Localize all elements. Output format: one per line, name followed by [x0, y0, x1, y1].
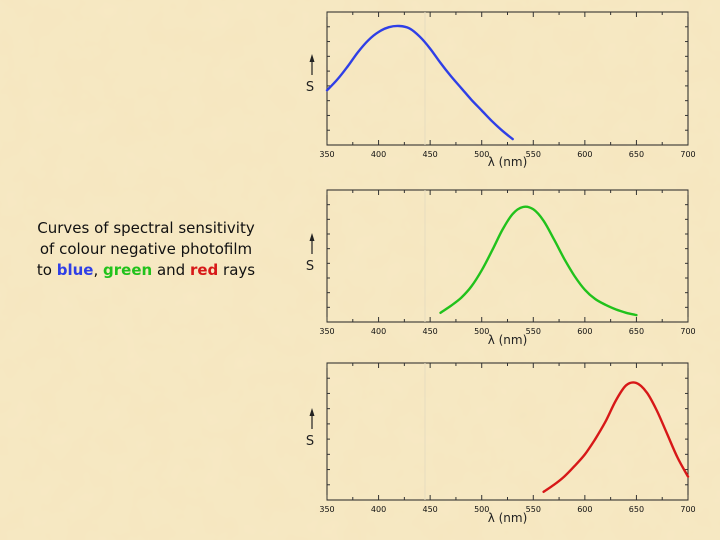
y-axis-label: S — [306, 434, 314, 449]
chart-2: 350 400 450 500 550 600 650 700 λ (nm) S — [306, 189, 696, 347]
caption-word-green: green — [103, 261, 153, 279]
caption-word-blue: blue — [56, 261, 94, 279]
plot-frame — [326, 11, 689, 146]
series-line-red — [542, 381, 690, 493]
x-tick-label: 550 — [526, 327, 541, 336]
series-line-blue — [325, 24, 514, 141]
caption-sep-1: , — [93, 261, 104, 279]
y-axis-arrow-icon — [309, 408, 315, 416]
chart-3: 350 400 450 500 550 600 650 700 λ (nm) S — [306, 362, 696, 525]
x-tick-label: 350 — [319, 150, 334, 159]
x-tick-label: 400 — [371, 327, 386, 336]
x-axis-label: λ (nm) — [488, 155, 528, 169]
x-tick-label: 400 — [371, 505, 386, 514]
x-tick-label: 600 — [577, 505, 592, 514]
x-tick-label: 350 — [319, 505, 334, 514]
x-tick-label: 400 — [371, 150, 386, 159]
x-tick-label: 550 — [526, 505, 541, 514]
caption-line-1: Curves of spectral sensitivity — [37, 219, 255, 237]
series-line-green — [439, 205, 638, 317]
x-tick-label: 350 — [319, 327, 334, 336]
plot-frame — [326, 189, 689, 323]
x-tick-label: 600 — [577, 150, 592, 159]
chart-1: 350 400 450 500 550 600 650 700 λ (nm) S — [306, 11, 696, 169]
caption-sep-2: and — [152, 261, 190, 279]
x-tick-label: 700 — [680, 150, 695, 159]
caption-suffix: rays — [218, 261, 256, 279]
caption-text: Curves of spectral sensitivity of colour… — [6, 218, 286, 281]
x-axis-label: λ (nm) — [488, 511, 528, 525]
x-tick-label: 450 — [423, 150, 438, 159]
x-axis-label: λ (nm) — [488, 333, 528, 347]
x-tick-label: 500 — [474, 505, 489, 514]
x-tick-label: 650 — [629, 150, 644, 159]
x-tick-label: 550 — [526, 150, 541, 159]
caption-word-red: red — [189, 261, 219, 279]
x-tick-label: 450 — [423, 327, 438, 336]
x-tick-label: 450 — [423, 505, 438, 514]
x-tick-label: 700 — [680, 327, 695, 336]
caption-line-2: of colour negative photofilm — [39, 240, 253, 258]
y-axis-arrow-icon — [309, 54, 315, 62]
y-axis-arrow-icon — [309, 233, 315, 241]
x-tick-label: 500 — [474, 327, 489, 336]
x-tick-label: 500 — [474, 150, 489, 159]
y-axis-label: S — [306, 80, 314, 95]
x-tick-label: 650 — [629, 327, 644, 336]
y-axis-label: S — [306, 259, 314, 274]
x-tick-label: 700 — [680, 505, 695, 514]
caption-line-3: to blue, green and red rays — [6, 260, 286, 281]
x-tick-label: 600 — [577, 327, 592, 336]
caption-prefix: to — [36, 261, 57, 279]
x-tick-label: 650 — [629, 505, 644, 514]
